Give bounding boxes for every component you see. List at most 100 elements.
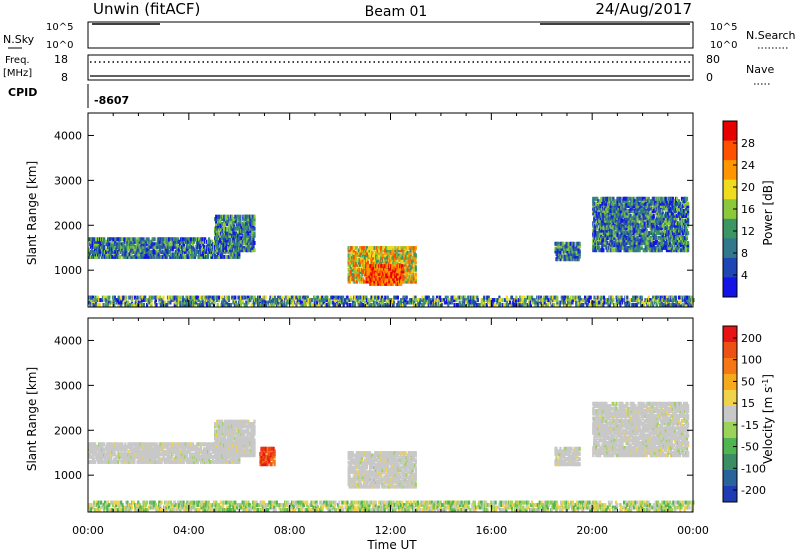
echo-cell xyxy=(238,236,241,241)
echo-cell xyxy=(656,213,659,218)
echo-cell xyxy=(547,300,550,305)
echo-cell xyxy=(418,303,421,307)
echo-cell xyxy=(651,223,654,228)
echo-cell xyxy=(203,244,206,249)
echo-cell xyxy=(162,295,165,300)
echo-cell xyxy=(166,242,169,247)
echo-cell xyxy=(409,298,412,303)
echo-cell xyxy=(238,231,241,236)
echo-cell xyxy=(413,300,416,305)
echo-cell xyxy=(299,303,302,307)
echo-cell xyxy=(615,211,618,216)
echo-cell xyxy=(619,226,622,231)
echo-cell xyxy=(357,260,360,265)
echo-cell xyxy=(373,253,376,258)
echo-cell xyxy=(108,303,111,307)
echo-cell xyxy=(562,244,565,249)
echo-cell xyxy=(364,295,367,300)
echo-cell xyxy=(595,204,598,209)
echo-cell xyxy=(650,216,653,221)
echo-cell xyxy=(471,295,474,300)
echo-cell xyxy=(606,199,609,204)
echo-cell xyxy=(234,300,237,305)
echo-cell xyxy=(546,303,549,307)
echo-cell xyxy=(272,298,275,303)
echo-cell xyxy=(593,216,596,221)
echo-cell xyxy=(365,274,368,279)
station-title: Unwin (fitACF) xyxy=(93,0,200,18)
echo-cell xyxy=(675,216,679,221)
echo-cell xyxy=(358,262,361,267)
echo-cell xyxy=(601,201,604,206)
echo-cell xyxy=(350,255,353,260)
echo-cell xyxy=(618,233,621,238)
echo-cell xyxy=(671,196,674,201)
echo-cell xyxy=(102,249,105,254)
echo-cell xyxy=(608,206,611,211)
echo-cell xyxy=(402,279,405,284)
echo-cell xyxy=(258,300,261,305)
echo-cell xyxy=(272,300,275,305)
echo-cell xyxy=(669,209,672,213)
echo-cell xyxy=(369,250,372,255)
echo-cell xyxy=(613,199,616,204)
echo-cell xyxy=(646,243,649,248)
echo-cell xyxy=(599,223,602,228)
echo-cell xyxy=(174,249,177,254)
echo-cell xyxy=(369,246,372,251)
echo-cell xyxy=(215,298,219,303)
echo-cell xyxy=(325,303,328,307)
echo-cell xyxy=(353,262,356,267)
echo-cell xyxy=(568,303,571,307)
echo-cell xyxy=(512,303,515,307)
echo-cell xyxy=(239,226,242,231)
echo-cell xyxy=(629,201,632,206)
echo-cell xyxy=(160,300,163,305)
echo-cell xyxy=(258,303,261,307)
echo-cell xyxy=(633,199,636,204)
echo-cell xyxy=(636,243,639,248)
echo-cell xyxy=(539,295,543,300)
echo-cell xyxy=(619,238,622,243)
echo-cell xyxy=(201,239,205,244)
echo-cell xyxy=(483,300,486,305)
echo-cell xyxy=(670,243,673,248)
echo-cell xyxy=(106,300,109,305)
echo-cell xyxy=(488,300,491,305)
echo-cell xyxy=(215,217,218,222)
echo-cell xyxy=(169,295,172,300)
echo-cell xyxy=(224,229,227,234)
echo-cell xyxy=(128,254,131,259)
echo-cell xyxy=(207,295,210,300)
echo-cell xyxy=(331,295,334,300)
echo-cell xyxy=(285,303,288,307)
echo-cell xyxy=(171,295,174,300)
echo-cell xyxy=(677,226,681,231)
echo-cell xyxy=(564,257,567,262)
echo-cell xyxy=(118,239,121,244)
echo-cell xyxy=(118,249,121,254)
echo-cell xyxy=(675,213,679,218)
echo-cell xyxy=(199,254,203,259)
echo-cell xyxy=(587,298,590,303)
echo-cell xyxy=(353,300,357,305)
echo-cell xyxy=(156,249,159,254)
echo-cell xyxy=(611,228,614,233)
echo-cell xyxy=(191,295,194,300)
echo-cell xyxy=(602,226,605,231)
echo-cell xyxy=(426,298,429,303)
echo-cell xyxy=(400,258,403,263)
echo-cell xyxy=(374,295,377,300)
echo-cell xyxy=(239,221,242,226)
echo-cell xyxy=(189,295,192,300)
echo-cell xyxy=(130,295,133,300)
echo-cell xyxy=(315,303,318,307)
echo-cell xyxy=(268,303,272,307)
echo-cell xyxy=(635,206,638,211)
echo-cell xyxy=(670,211,673,216)
echo-cell xyxy=(371,281,374,286)
echo-cell xyxy=(188,298,191,303)
echo-cell xyxy=(399,276,402,281)
echo-cell xyxy=(183,249,186,254)
